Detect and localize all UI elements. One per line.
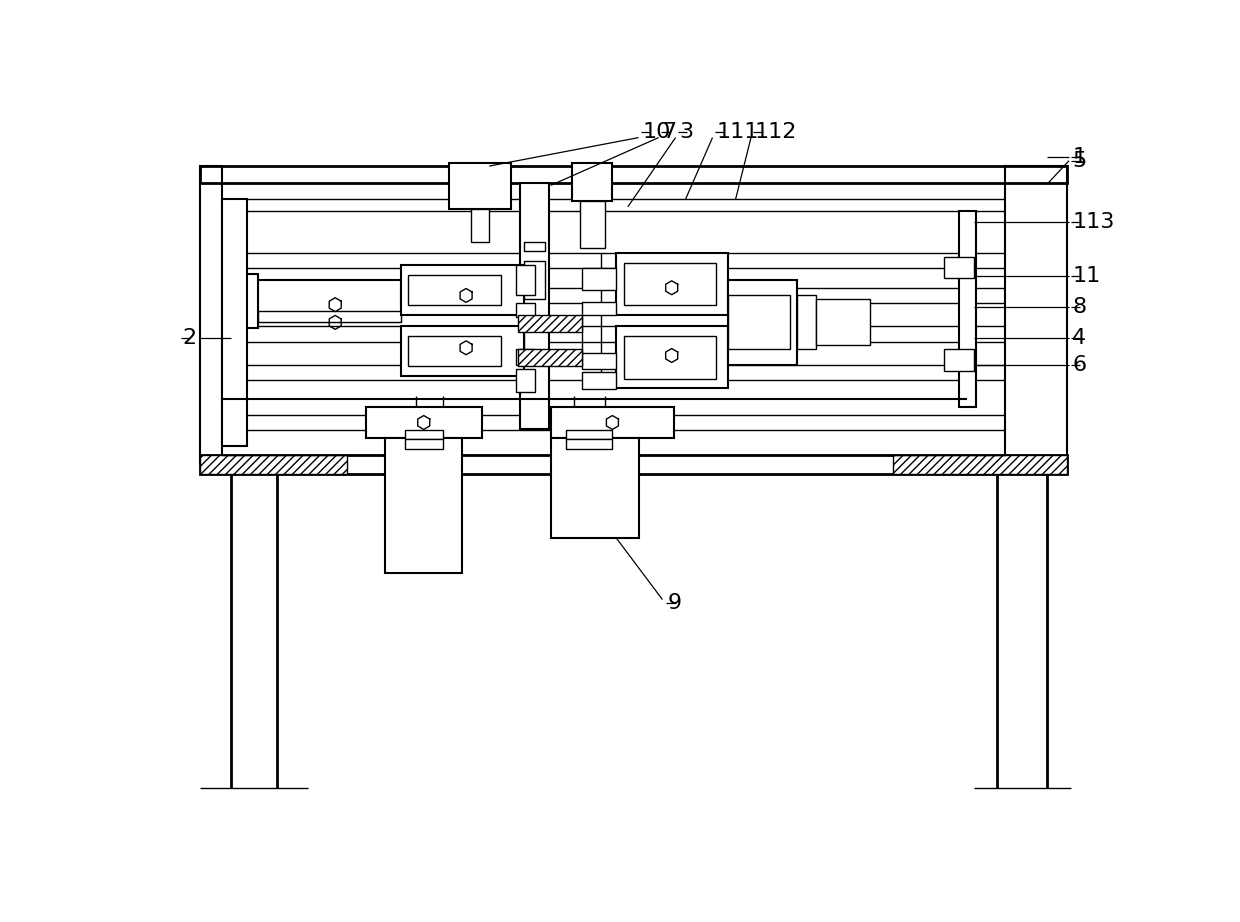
Bar: [520, 183, 549, 430]
Bar: [471, 209, 490, 242]
Bar: [523, 242, 546, 251]
Bar: [518, 314, 582, 332]
Bar: [616, 254, 728, 314]
Bar: [523, 261, 546, 300]
Bar: [201, 166, 222, 463]
Bar: [582, 268, 616, 290]
Bar: [408, 337, 501, 365]
Bar: [258, 280, 401, 323]
Bar: [944, 257, 975, 278]
Text: 9: 9: [668, 594, 682, 613]
Bar: [366, 408, 481, 438]
Bar: [624, 337, 717, 379]
Text: 112: 112: [755, 123, 797, 142]
Bar: [404, 440, 443, 449]
Bar: [1006, 166, 1066, 463]
Text: 2: 2: [182, 328, 197, 348]
Bar: [516, 369, 536, 392]
Bar: [401, 326, 523, 376]
Bar: [386, 438, 463, 573]
Text: 8: 8: [1073, 297, 1086, 317]
Bar: [401, 265, 523, 314]
Bar: [567, 431, 613, 440]
Text: 5: 5: [1073, 150, 1086, 171]
Bar: [258, 311, 401, 323]
Text: 111: 111: [717, 123, 759, 142]
Bar: [580, 202, 605, 248]
Bar: [582, 353, 616, 369]
Text: 3: 3: [680, 123, 693, 142]
Bar: [516, 303, 536, 317]
Bar: [516, 349, 536, 365]
Bar: [449, 163, 511, 209]
Bar: [428, 295, 474, 306]
Text: 4: 4: [1073, 328, 1086, 348]
Bar: [242, 274, 258, 328]
Bar: [551, 408, 675, 438]
Bar: [404, 431, 443, 440]
Bar: [201, 455, 1066, 474]
Bar: [894, 455, 1066, 474]
Bar: [551, 438, 640, 538]
Text: 6: 6: [1073, 355, 1086, 374]
Bar: [624, 263, 717, 305]
Text: 7: 7: [662, 123, 677, 142]
Bar: [944, 349, 975, 371]
Bar: [567, 440, 613, 449]
Bar: [401, 294, 428, 308]
Bar: [222, 199, 247, 445]
Bar: [582, 301, 616, 315]
Bar: [518, 349, 582, 366]
Bar: [573, 163, 613, 202]
Bar: [728, 295, 790, 349]
Bar: [516, 265, 536, 295]
Bar: [201, 166, 1066, 183]
Bar: [959, 211, 976, 408]
Text: 11: 11: [1073, 266, 1100, 286]
Bar: [816, 300, 870, 346]
Text: 1: 1: [1073, 147, 1086, 167]
Bar: [616, 326, 728, 388]
Bar: [728, 280, 797, 365]
Bar: [797, 295, 816, 349]
Text: 10: 10: [642, 123, 671, 142]
Bar: [582, 372, 616, 389]
Bar: [408, 275, 501, 305]
Text: 113: 113: [1073, 212, 1115, 232]
Bar: [201, 455, 347, 474]
